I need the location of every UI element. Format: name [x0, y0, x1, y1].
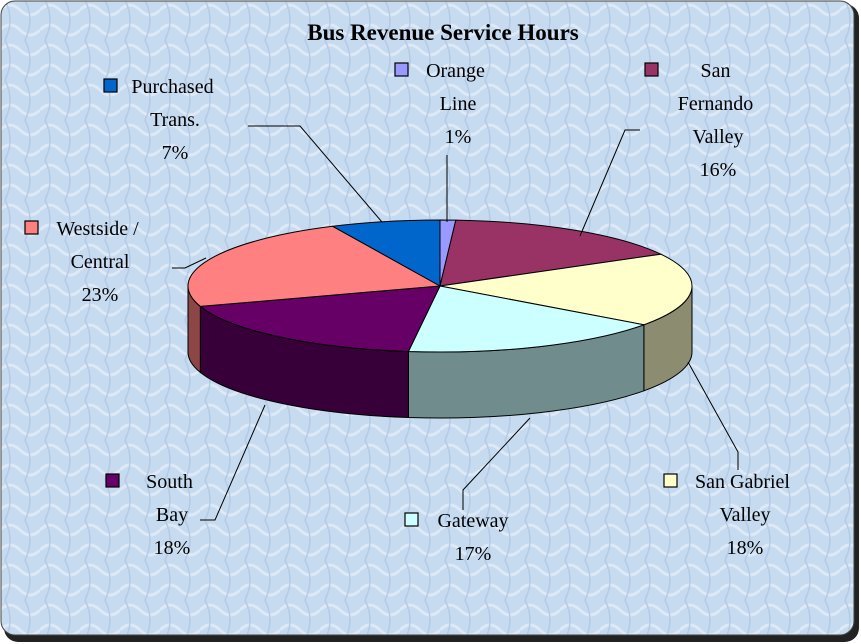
category-label: San Fernando Valley	[678, 60, 759, 148]
category-label: Westside / Central	[56, 218, 143, 273]
legend-key	[644, 62, 659, 77]
legend-key	[103, 78, 118, 93]
value-label: 17%	[455, 543, 492, 565]
pie-slice	[331, 219, 441, 287]
labels: Orange Line 1% San Fernando Valley 16% San G…	[24, 60, 795, 565]
value-label: 23%	[82, 284, 119, 306]
value-label: 16%	[700, 159, 737, 181]
legend-key	[105, 473, 120, 488]
legend-key	[404, 512, 419, 527]
leader-line	[200, 404, 266, 521]
category-label: Gateway	[437, 510, 508, 532]
leader-line	[462, 417, 531, 510]
category-label: Orange Line	[426, 60, 490, 115]
value-label: 18%	[154, 537, 191, 559]
leader-line	[687, 361, 739, 470]
value-label: 1%	[445, 126, 472, 148]
leader-line	[579, 129, 640, 237]
pie-slice	[407, 285, 646, 353]
category-label: San Gabriel Valley	[695, 471, 795, 526]
legend-key	[663, 473, 678, 488]
pie-slice	[439, 219, 663, 287]
value-label: 18%	[727, 537, 764, 559]
legend-key	[394, 62, 409, 77]
category-label: Purchased Trans.	[131, 76, 218, 131]
pie-slice	[187, 225, 442, 307]
pie-slice	[439, 253, 693, 326]
category-label: South Bay	[146, 471, 198, 526]
leader-line	[248, 125, 383, 223]
pie	[187, 219, 693, 419]
leader-line	[172, 257, 207, 269]
value-label: 7%	[162, 142, 189, 164]
pie-slice	[199, 285, 441, 352]
chart-title: Bus Revenue Service Hours	[307, 20, 579, 45]
legend-key	[24, 220, 39, 235]
